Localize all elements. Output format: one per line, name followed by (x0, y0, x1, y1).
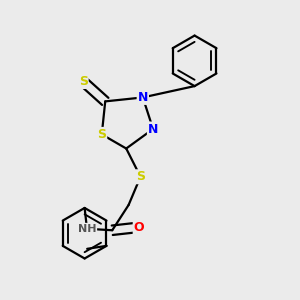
Text: S: S (97, 128, 106, 141)
Text: N: N (138, 91, 148, 104)
Text: S: S (136, 170, 145, 183)
Text: NH: NH (78, 224, 96, 234)
Text: O: O (134, 221, 144, 234)
Text: N: N (148, 122, 158, 136)
Text: S: S (79, 75, 88, 88)
